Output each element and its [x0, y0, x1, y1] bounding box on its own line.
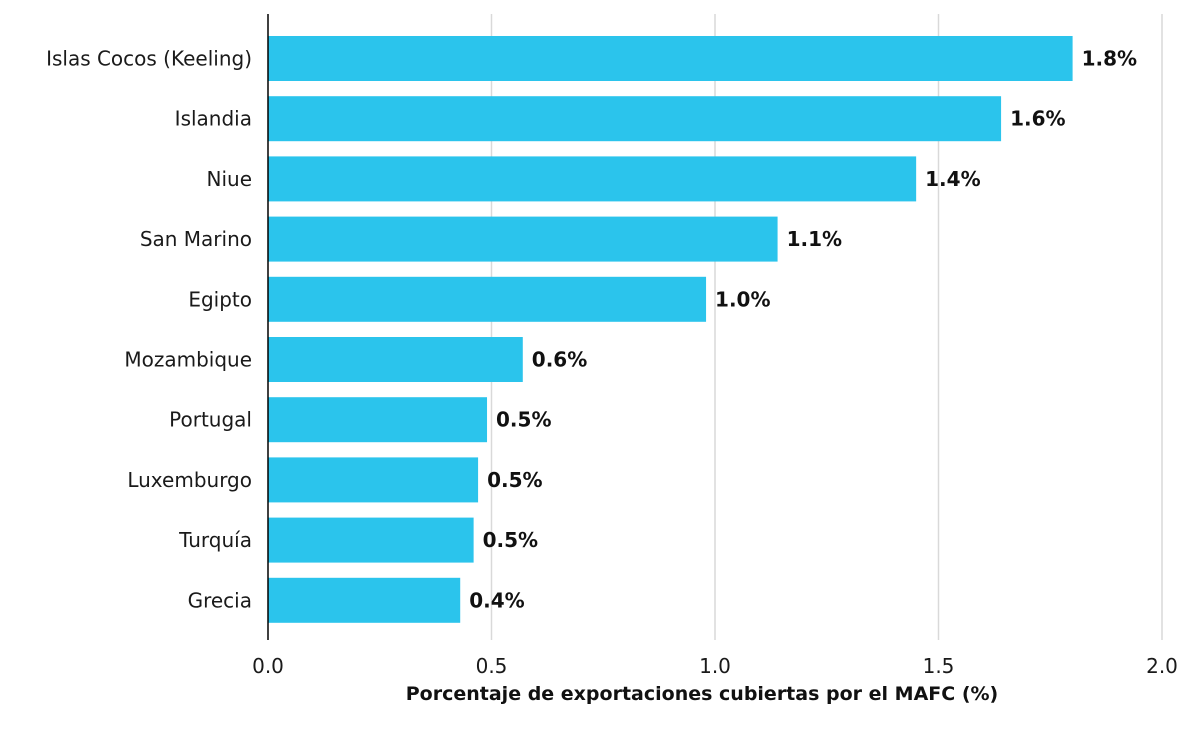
- x-axis-title: Porcentaje de exportaciones cubiertas po…: [406, 683, 998, 705]
- category-label: Portugal: [169, 408, 252, 432]
- value-label: 1.1%: [787, 227, 842, 251]
- x-tick-label: 0.5: [476, 654, 508, 678]
- value-label: 0.5%: [487, 468, 542, 492]
- category-label: San Marino: [140, 227, 252, 251]
- bar: [268, 577, 461, 623]
- bar: [268, 517, 474, 563]
- value-label: 0.6%: [532, 348, 587, 372]
- bar: [268, 337, 523, 382]
- bars: [268, 36, 1073, 623]
- x-tick-label: 0.0: [252, 654, 284, 678]
- category-label: Mozambique: [124, 348, 252, 372]
- bar: [268, 397, 488, 443]
- bar: [268, 216, 778, 262]
- bar: [268, 36, 1073, 81]
- x-tick-label: 1.0: [699, 654, 731, 678]
- value-labels: 1.8% 1.6% 1.4% 1.1% 1.0% 0.6% 0.5% 0.5% 0.5% 0.4%: [469, 47, 1137, 613]
- value-label: 0.5%: [496, 408, 551, 432]
- bar: [268, 96, 1002, 142]
- category-label: Niue: [207, 167, 253, 191]
- category-label: Islandia: [175, 107, 252, 131]
- category-label: Egipto: [188, 287, 252, 311]
- value-label: 1.8%: [1082, 47, 1137, 71]
- category-label: Grecia: [188, 588, 252, 612]
- bar: [268, 276, 707, 322]
- x-tick-label: 1.5: [923, 654, 955, 678]
- x-tick-labels: 0.0 0.5 1.0 1.5 2.0: [252, 654, 1178, 678]
- category-labels: Islas Cocos (Keeling) Islandia Niue San Mar…: [46, 47, 252, 613]
- value-label: 1.6%: [1010, 107, 1065, 131]
- value-label: 0.5%: [483, 528, 538, 552]
- category-label: Turquía: [178, 528, 252, 552]
- value-label: 1.0%: [715, 287, 770, 311]
- category-label: Islas Cocos (Keeling): [46, 47, 252, 71]
- value-label: 0.4%: [469, 588, 524, 612]
- value-label: 1.4%: [925, 167, 980, 191]
- category-label: Luxemburgo: [127, 468, 252, 492]
- bar: [268, 156, 917, 202]
- bar: [268, 457, 479, 503]
- x-tick-label: 2.0: [1146, 654, 1178, 678]
